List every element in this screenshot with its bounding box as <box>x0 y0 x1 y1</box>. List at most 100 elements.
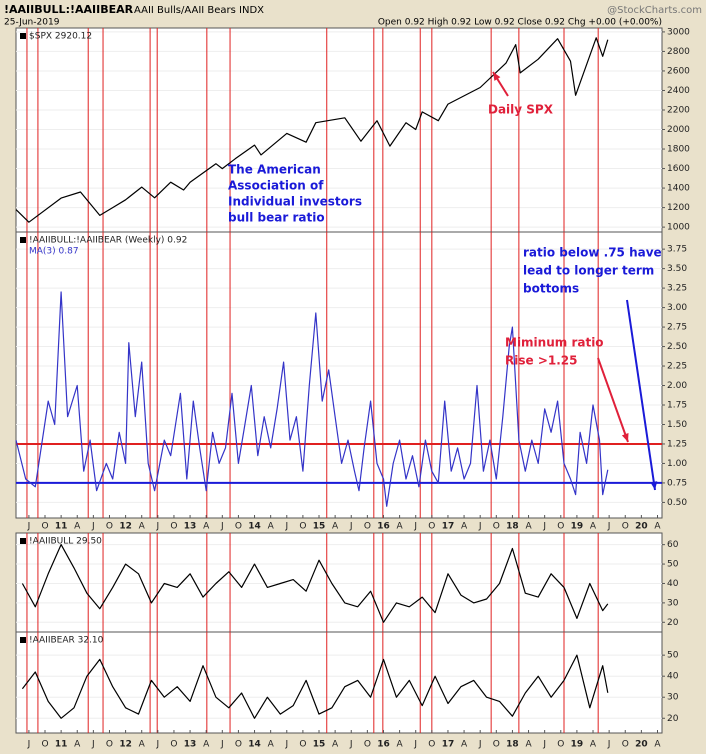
x-tick-label: O <box>170 740 177 750</box>
x-tick-label: 13 <box>184 740 197 750</box>
x-tick-label: O <box>106 522 113 532</box>
x-tick-label: J <box>156 740 160 750</box>
x-tick-label: J <box>413 522 417 532</box>
x-tick-label: O <box>557 522 564 532</box>
x-tick-label: O <box>170 522 177 532</box>
arrow-head <box>650 481 658 490</box>
x-tick-label: A <box>590 740 597 750</box>
x-tick-label: O <box>235 522 242 532</box>
x-tick-label: O <box>235 740 242 750</box>
x-tick-label: J <box>220 522 224 532</box>
x-tick-label: J <box>91 522 95 532</box>
x-tick-label: O <box>622 740 629 750</box>
x-tick-label: 17 <box>442 522 455 532</box>
x-tick-label: 18 <box>506 740 519 750</box>
x-tick-label: A <box>332 740 339 750</box>
x-tick-label: 19 <box>571 522 584 532</box>
x-tick-label: 14 <box>248 740 261 750</box>
panel-label: $SPX 2920.12 <box>29 32 92 42</box>
y-tick-label: 30 <box>667 693 679 703</box>
x-tick-label: A <box>525 522 532 532</box>
x-tick-label: O <box>428 522 435 532</box>
y-tick-label: 20 <box>667 714 679 724</box>
x-tick-label: O <box>41 740 48 750</box>
x-tick-label: 17 <box>442 740 455 750</box>
x-tick-label: A <box>525 740 532 750</box>
x-tick-label: J <box>349 740 353 750</box>
x-tick-label: A <box>139 740 146 750</box>
x-tick-label: J <box>349 522 353 532</box>
series-line <box>15 291 609 507</box>
x-tick-label: A <box>332 522 339 532</box>
y-tick-label: 2600 <box>667 66 690 76</box>
x-tick-label: J <box>284 522 288 532</box>
annotation: bottoms <box>523 282 579 296</box>
y-tick-label: 1.50 <box>667 420 687 430</box>
x-tick-label: 20 <box>635 740 648 750</box>
x-tick-label: J <box>607 522 611 532</box>
legend-entry: MA(3) 0.87 <box>29 247 79 257</box>
panel <box>15 231 663 519</box>
quote: Open 0.92 High 0.92 Low 0.92 Close 0.92 … <box>378 18 662 28</box>
x-tick-label: O <box>364 522 371 532</box>
x-tick-label: 12 <box>119 740 132 750</box>
x-tick-label: 16 <box>377 740 390 750</box>
x-tick-label: O <box>493 522 500 532</box>
x-tick-label: 14 <box>248 522 261 532</box>
y-tick-label: 30 <box>667 598 679 608</box>
x-tick-label: A <box>397 740 404 750</box>
source: @StockCharts.com <box>607 5 702 16</box>
x-tick-label: A <box>397 522 404 532</box>
series-line <box>21 654 609 719</box>
label-swatch <box>20 538 26 544</box>
annotation: Rise >1.25 <box>505 354 577 368</box>
x-tick-label: O <box>622 522 629 532</box>
y-tick-label: 2000 <box>667 125 690 135</box>
arrow-head <box>493 72 501 81</box>
arrow-shaft <box>597 357 629 443</box>
y-tick-label: 1.25 <box>667 439 687 449</box>
y-tick-label: 1200 <box>667 203 690 213</box>
panel <box>15 532 663 633</box>
x-tick-label: O <box>299 522 306 532</box>
x-tick-label: O <box>557 740 564 750</box>
symbol: !AAIIBULL:!AAIIBEAR <box>4 3 134 16</box>
annotation: Miminum ratio <box>505 336 604 350</box>
description: AAII Bulls/AAII Bears INDX <box>134 5 264 16</box>
date: 25-Jun-2019 <box>4 18 60 28</box>
y-tick-label: 2400 <box>667 86 690 96</box>
x-tick-label: J <box>542 740 546 750</box>
x-tick-label: A <box>461 740 468 750</box>
y-tick-label: 3000 <box>667 27 690 37</box>
x-tick-label: 13 <box>184 522 197 532</box>
y-tick-label: 2800 <box>667 47 690 57</box>
y-tick-label: 1600 <box>667 164 690 174</box>
y-tick-label: 1800 <box>667 145 690 155</box>
y-tick-label: 3.25 <box>667 284 687 294</box>
arrow-shaft <box>626 299 656 491</box>
annotation: bull bear ratio <box>228 211 325 225</box>
annotation: ratio below .75 have <box>523 246 662 260</box>
y-tick-label: 40 <box>667 579 679 589</box>
x-tick-label: J <box>27 740 31 750</box>
x-tick-label: A <box>139 522 146 532</box>
arrow-head <box>621 433 629 442</box>
y-tick-label: 1.00 <box>667 459 687 469</box>
x-tick-label: O <box>106 740 113 750</box>
y-tick-label: 1400 <box>667 184 690 194</box>
annotation: Daily SPX <box>488 103 554 117</box>
x-tick-label: 15 <box>313 740 326 750</box>
x-tick-label: 20 <box>635 522 648 532</box>
x-tick-label: J <box>542 522 546 532</box>
y-tick-label: 2.25 <box>667 362 687 372</box>
x-tick-label: J <box>91 740 95 750</box>
y-tick-label: 2.50 <box>667 342 687 352</box>
y-tick-label: 20 <box>667 618 679 628</box>
x-tick-label: O <box>41 522 48 532</box>
x-tick-label: J <box>156 522 160 532</box>
panel-label: !AAIIBULL:!AAIIBEAR (Weekly) 0.92 <box>29 236 187 246</box>
y-tick-label: 3.75 <box>667 245 687 255</box>
x-tick-label: J <box>478 740 482 750</box>
x-tick-label: 15 <box>313 522 326 532</box>
y-tick-label: 0.50 <box>667 498 687 508</box>
